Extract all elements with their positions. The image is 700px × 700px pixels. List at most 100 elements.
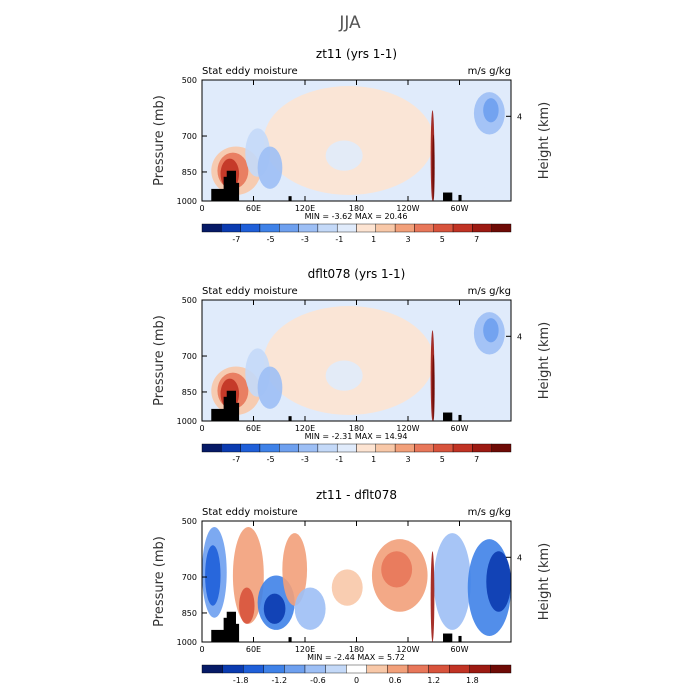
colorbar-swatch [201, 223, 222, 233]
terrain-mask [211, 408, 227, 421]
contour-region [263, 593, 286, 624]
terrain-mask [226, 390, 236, 421]
x-tick-label: 60E [246, 204, 261, 213]
x-tick-label: 120E [295, 424, 315, 433]
y-axis-title: Pressure (mb) [152, 315, 167, 406]
units-label: m/s g/kg [468, 507, 511, 518]
contour-field [202, 300, 511, 421]
colorbar-swatch [325, 664, 347, 674]
x-tick-label: 0 [199, 204, 204, 213]
contour-region [432, 134, 435, 201]
x-tick-label: 60E [246, 424, 261, 433]
panels: zt11 (yrs 1-1) Stat eddy moisture m/s g/kg… [152, 47, 552, 685]
colorbar-label: 1.8 [466, 676, 479, 685]
colorbar-label: -3 [301, 455, 309, 464]
colorbar-label: 7 [474, 235, 479, 244]
y-tick-label: 850 [182, 388, 197, 397]
panel-title: zt11 (yrs 1-1) [316, 47, 397, 61]
colorbar-label: -1.2 [271, 676, 287, 685]
colorbar-swatch [242, 664, 264, 674]
super-title: JJA [338, 13, 361, 33]
colorbar-swatch [317, 223, 338, 233]
colorbar-swatch [490, 664, 512, 674]
min-max-stats: MIN = -3.62 MAX = 20.46 [305, 212, 408, 221]
y-tick-label: 700 [182, 352, 197, 361]
x-tick-label: 180 [349, 204, 364, 213]
x-tick-label: 120E [295, 645, 315, 654]
panel-1: zt11 (yrs 1-1) Stat eddy moisture m/s g/kg… [152, 47, 552, 244]
colorbar-swatch [298, 223, 319, 233]
terrain-mask [458, 635, 462, 642]
terrain-mask [226, 611, 236, 642]
y-right-tick-label: 4 [517, 112, 522, 121]
colorbar-swatch [201, 443, 222, 453]
terrain-mask [443, 192, 453, 201]
min-max-stats: MIN = -2.31 MAX = 14.94 [305, 432, 408, 441]
x-tick-label: 120W [396, 645, 419, 654]
terrain-mask [458, 194, 462, 201]
y-tick-label: 850 [182, 609, 197, 618]
colorbar-swatch [240, 223, 261, 233]
min-max-stats: MIN = -2.44 MAX = 5.72 [307, 653, 405, 662]
x-tick-label: 60W [450, 204, 468, 213]
colorbar-label: 5 [440, 235, 445, 244]
colorbar-label: -1.8 [233, 676, 249, 685]
colorbar-swatch [491, 223, 512, 233]
contour-region [483, 98, 499, 123]
colorbar-label: 1 [371, 455, 376, 464]
contour-region [282, 533, 308, 606]
terrain-mask [288, 637, 292, 642]
contour-region [430, 551, 435, 642]
contour-region [325, 360, 363, 391]
x-tick-label: 60W [450, 424, 468, 433]
colorbar-swatch [387, 664, 409, 674]
colorbar-swatch [201, 664, 223, 674]
colorbar-label: 1 [371, 235, 376, 244]
panel-3: zt11 - dflt078 Stat eddy moisture m/s g/kg… [152, 488, 552, 685]
contour-region [331, 569, 363, 606]
contour-region [381, 551, 413, 588]
contour-region [205, 545, 221, 606]
colorbar-swatch [356, 443, 377, 453]
colorbar-swatch [222, 664, 244, 674]
colorbar-swatch [317, 443, 338, 453]
x-tick-label: 120W [396, 424, 419, 433]
colorbar-label: 0.6 [389, 676, 402, 685]
x-tick-label: 60W [450, 645, 468, 654]
y-right-tick-label: 4 [517, 553, 522, 562]
colorbar-swatch [394, 223, 415, 233]
y-tick-label: 1000 [177, 197, 197, 206]
contour-region [239, 587, 255, 624]
colorbar-label: 3 [405, 455, 410, 464]
colorbar-swatch [336, 443, 357, 453]
colorbar-swatch [414, 223, 434, 233]
x-tick-label: 60E [246, 645, 261, 654]
terrain-mask [211, 629, 227, 642]
y-axis-title: Pressure (mb) [152, 95, 167, 186]
contour-region [325, 140, 363, 171]
contour-region [432, 354, 435, 421]
colorbar-label: -3 [301, 235, 309, 244]
colorbar-label: 7 [474, 455, 479, 464]
contour-region [263, 306, 434, 415]
terrain-mask [226, 170, 236, 201]
colorbar-swatch [491, 443, 512, 453]
terrain-mask [443, 412, 453, 421]
colorbar-swatch [407, 664, 429, 674]
y-tick-label: 850 [182, 168, 197, 177]
y-tick-label: 1000 [177, 638, 197, 647]
colorbar-label: -0.6 [310, 676, 326, 685]
contour-region [433, 533, 471, 630]
panel-2: dflt078 (yrs 1-1) Stat eddy moisture m/s g… [152, 267, 552, 464]
terrain-mask [232, 402, 240, 421]
colorbar-swatch [298, 443, 319, 453]
contour-region [483, 318, 499, 343]
contour-field [202, 521, 511, 642]
variable-label: Stat eddy moisture [202, 286, 298, 297]
y-axis-title: Pressure (mb) [152, 536, 167, 627]
contour-field [202, 80, 511, 201]
y-tick-label: 700 [182, 132, 197, 141]
units-label: m/s g/kg [468, 66, 511, 77]
y-right-axis-title: Height (km) [537, 102, 552, 179]
